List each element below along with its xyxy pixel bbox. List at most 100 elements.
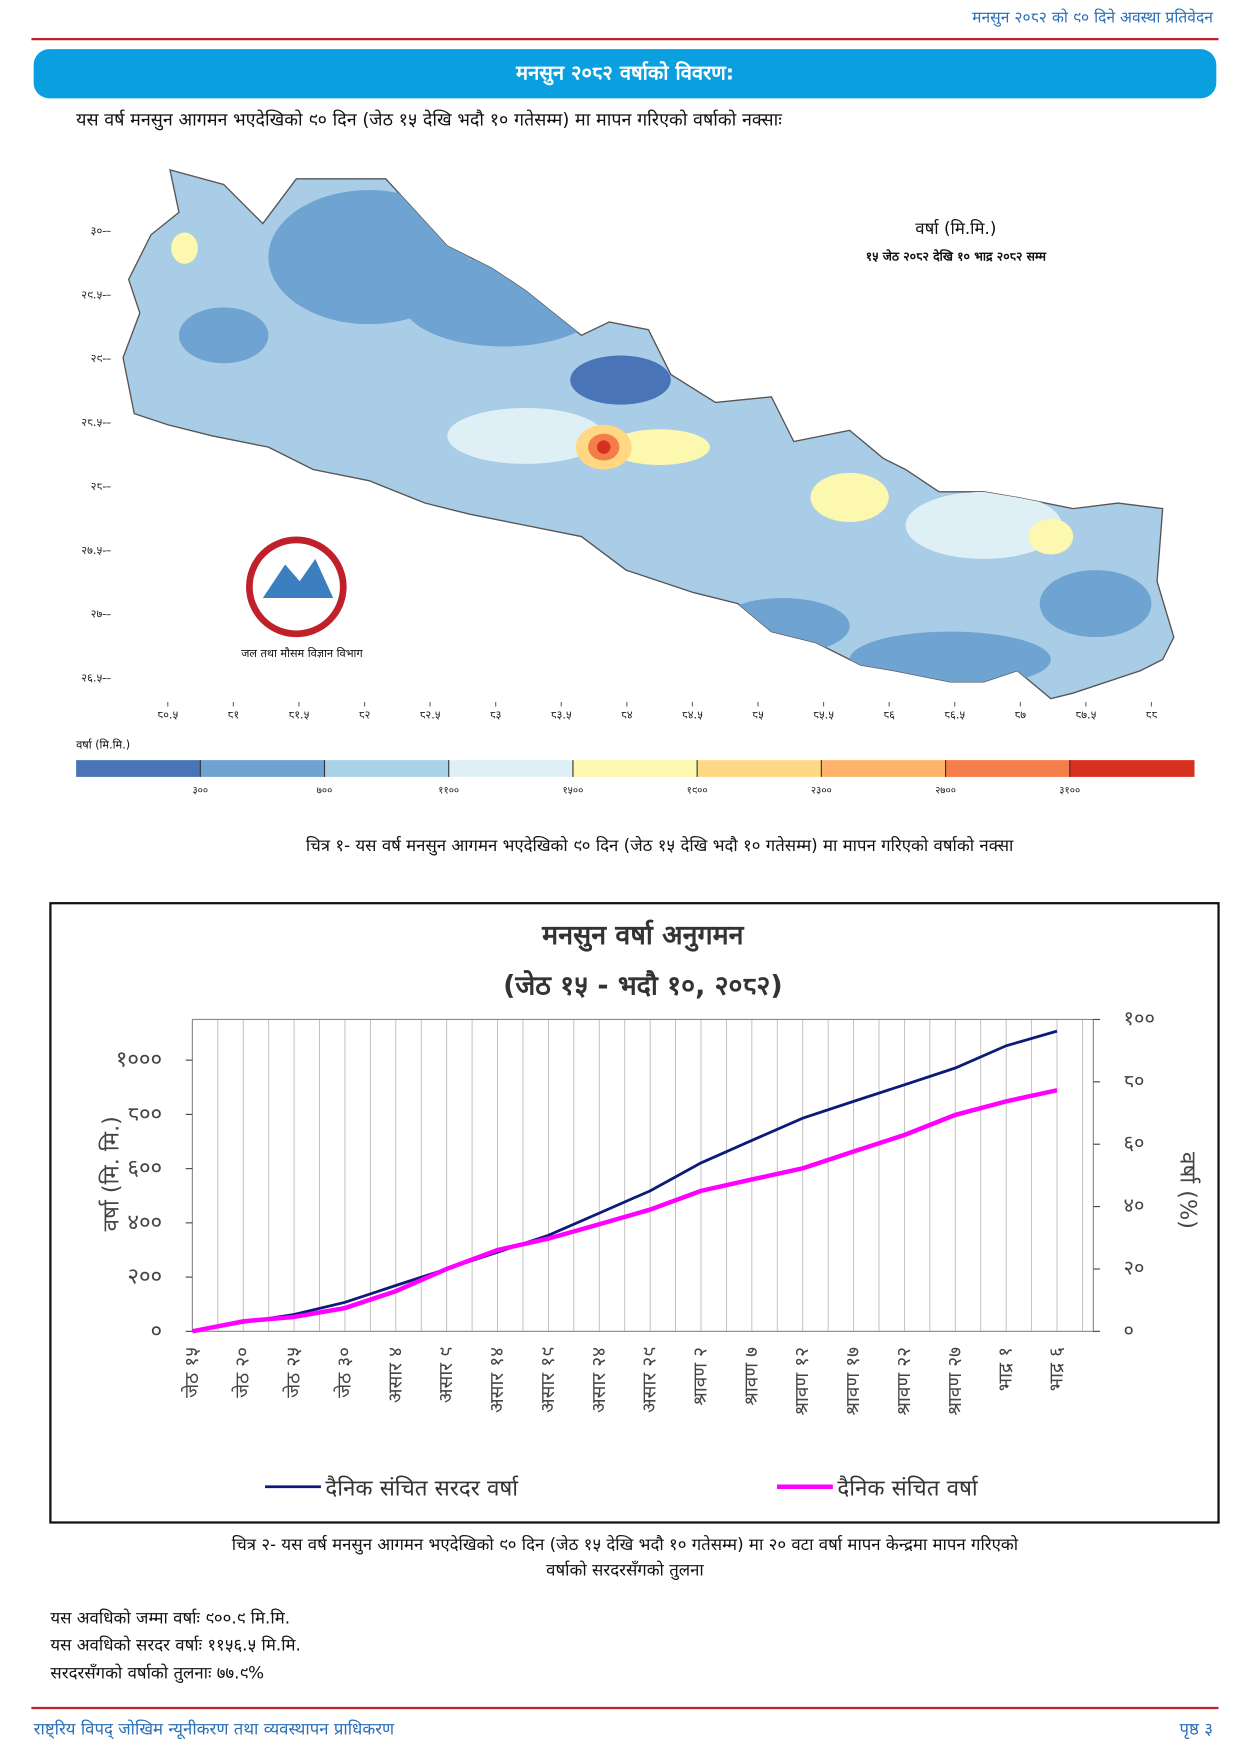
x-tick-label: श्रावण २७ (944, 1347, 966, 1416)
lon-tick-label: ८३.५ (551, 708, 572, 721)
lat-tick-label: ३०- (91, 224, 107, 237)
x-tick-label: जेठ ३० (332, 1347, 355, 1398)
colorbar-label: ११०० (438, 785, 459, 796)
stat-line: यस अवधिको सरदर वर्षाः ११५६.५ मि.मि. (50, 1634, 300, 1654)
lat-tick-label: २७.५- (81, 544, 106, 557)
y2-tick-label: ४० (1124, 1193, 1145, 1217)
section-title: मनसुन २०८२ वर्षाको विवरण: (515, 60, 734, 85)
colorbar-label: १५०० (562, 785, 583, 796)
page-number: पृष्ठ ३ (1180, 1718, 1213, 1739)
colorbar-label: १९०० (687, 785, 708, 796)
colorbar-label: ३१०० (1059, 785, 1080, 796)
x-tick-label: श्रावण २२ (893, 1347, 915, 1415)
y-tick-label: ८०० (127, 1101, 162, 1127)
x-tick-label: जेठ १५ (180, 1347, 203, 1398)
lat-tick-label: २९- (91, 352, 107, 365)
x-tick-label: श्रावण २ (689, 1347, 711, 1406)
intro-text: यस वर्ष मनसुन आगमन भएदेखिको ९० दिन (जेठ … (76, 109, 782, 131)
lon-tick-label: ८१ (228, 708, 240, 721)
lon-tick-label: ८१.५ (288, 708, 309, 721)
lon-tick-label: ८७.५ (1075, 708, 1096, 721)
lon-tick-label: ८२.५ (420, 708, 441, 721)
chart-subtitle: (जेठ १५ - भदौ १०, २०८२) (503, 970, 783, 1002)
y-tick-label: ६०० (127, 1155, 162, 1181)
y2-tick-label: २० (1124, 1255, 1145, 1279)
x-tick-label: श्रावण १२ (791, 1347, 813, 1415)
colorbar-label: ३०० (192, 785, 208, 796)
logo-text: जल तथा मौसम विज्ञान विभाग (241, 647, 363, 660)
lon-tick-label: ८८ (1146, 708, 1158, 721)
colorbar-segment (324, 760, 450, 777)
colorbar-segment (697, 760, 822, 777)
x-tick-label: जेठ २० (231, 1347, 254, 1398)
lat-tick-label: २७- (91, 608, 107, 621)
x-tick-label: भाद्र ६ (1046, 1347, 1068, 1391)
lat-tick-label: २८- (91, 480, 107, 493)
colorbar-label: २३०० (811, 785, 832, 796)
legend-label: दैनिक संचित सरदर वर्षा (325, 1474, 519, 1501)
lon-tick-label: ८५.५ (813, 708, 834, 721)
y2-tick-label: ६० (1124, 1131, 1145, 1155)
stat-line: यस अवधिको जम्मा वर्षाः ९००.९ मि.मि. (50, 1608, 290, 1628)
y2-tick-label: १०० (1124, 1006, 1155, 1030)
lon-tick-label: ८७ (1015, 708, 1027, 721)
map-legend-period: १५ जेठ २०८२ देखि १० भाद्र २०८२ सम्म (866, 249, 1047, 264)
colorbar-segment (1069, 760, 1195, 777)
lat-tick-label: २६.५- (81, 672, 106, 685)
plot-area (191, 1018, 1094, 1332)
lon-tick-label: ८२ (359, 708, 371, 721)
colorbar-label: ७०० (317, 785, 333, 796)
y-axis-label: वर्षा (मि. मि.) (97, 1116, 124, 1231)
y2-axis-label: वर्षा (%) (1175, 1152, 1202, 1229)
lon-tick-label: ८३ (490, 708, 502, 721)
chart-caption-line: वर्षाको सरदरसँगको तुलना (546, 1560, 704, 1581)
y-tick-label: ० (151, 1318, 163, 1344)
x-tick-label: असार ९ (435, 1347, 457, 1403)
x-tick-label: असार २९ (639, 1347, 661, 1413)
lon-tick-label: ८५ (752, 708, 764, 721)
chart-title: मनसुन वर्षा अनुगमन (541, 919, 744, 952)
stat-line: सरदरसँगको वर्षाको तुलनाः ७७.९% (50, 1662, 264, 1683)
colorbar-segment (448, 760, 574, 777)
y-tick-label: १००० (116, 1047, 162, 1073)
colorbar-segment (572, 760, 698, 777)
lon-tick-label: ८४ (621, 708, 633, 721)
colorbar-segment (945, 760, 1071, 777)
chart-caption-line: चित्र २- यस वर्ष मनसुन आगमन भएदेखिको ९० … (232, 1534, 1019, 1555)
report-title: मनसुन २०८२ को ९० दिने अवस्था प्रतिवेदन (972, 7, 1213, 27)
x-tick-label: श्रावण ७ (740, 1347, 762, 1406)
colorbar-title: वर्षा (मि.मि.) (76, 739, 130, 752)
colorbar-segment (200, 760, 326, 777)
lat-tick-label: २९.५- (81, 288, 106, 301)
legend-label: दैनिक संचित वर्षा (837, 1474, 979, 1501)
x-tick-label: असार १९ (537, 1347, 559, 1413)
lon-tick-label: ८०.५ (157, 708, 178, 721)
series-line (192, 1029, 1058, 1333)
footer-org: राष्ट्रिय विपद् जोखिम न्यूनीकरण तथा व्यव… (34, 1718, 395, 1740)
lon-tick-label: ८६.५ (944, 708, 965, 721)
section-banner (33, 49, 1217, 99)
logo-mountain (262, 558, 334, 599)
x-tick-label: जेठ २५ (282, 1347, 305, 1398)
x-tick-label: असार १४ (486, 1347, 508, 1413)
x-tick-label: असार ४ (384, 1347, 406, 1403)
x-tick-label: श्रावण १७ (842, 1347, 864, 1416)
lon-tick-label: ८४.५ (682, 708, 703, 721)
y-tick-label: ४०० (127, 1209, 162, 1235)
lon-tick-label: ८६ (883, 708, 895, 721)
series-line (191, 1088, 1058, 1334)
y2-tick-label: ० (1124, 1318, 1134, 1342)
map-legend-title: वर्षा (मि.मि.) (915, 218, 996, 238)
colorbar-label: २७०० (935, 785, 956, 796)
colorbar-segment (76, 760, 201, 777)
colorbar-segment (821, 760, 947, 777)
x-tick-label: भाद्र १ (995, 1347, 1017, 1391)
y-tick-label: २०० (127, 1264, 162, 1290)
lat-tick-label: २८.५- (81, 416, 106, 429)
x-tick-label: असार २४ (588, 1347, 610, 1413)
map-caption: चित्र १- यस वर्ष मनसुन आगमन भएदेखिको ९० … (306, 835, 1014, 856)
map: जल तथा मौसम विज्ञान विभाग वर्षा (मि.मि.)… (76, 162, 1191, 752)
y2-tick-label: ८० (1124, 1068, 1145, 1092)
